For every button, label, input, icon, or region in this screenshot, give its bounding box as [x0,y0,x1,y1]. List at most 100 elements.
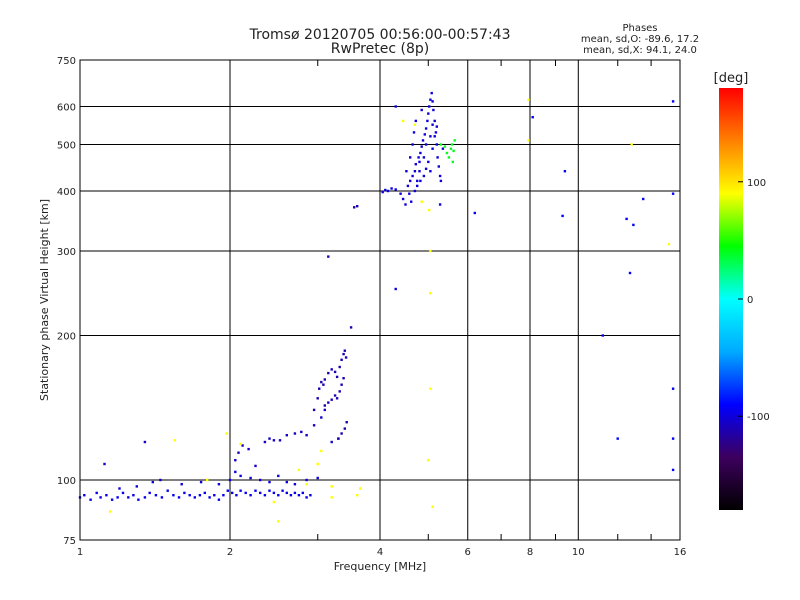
data-point [293,483,297,486]
data-point [320,380,323,384]
data-point [143,440,147,444]
data-point [431,100,434,103]
data-point [399,192,402,195]
data-point [213,494,216,497]
data-point [166,489,169,492]
data-point [323,404,326,407]
x-tick-label: 1 [77,547,83,558]
data-point [342,377,345,380]
data-point [335,375,339,379]
data-point [413,123,417,126]
data-point [297,494,301,497]
x-tick-label: 4 [377,547,383,558]
data-point [254,464,257,468]
data-point [616,437,619,440]
data-point [386,189,390,193]
data-point [411,174,414,178]
data-point [183,491,186,495]
data-point [435,143,438,146]
data-point [177,496,181,499]
data-point [244,491,247,495]
data-point [401,197,405,201]
data-point [239,474,242,478]
data-point [249,476,252,480]
x-axis-label: Frequency [MHz] [334,560,426,573]
data-point [293,491,297,495]
data-point [443,145,447,148]
data-point [278,439,282,442]
data-point [428,105,431,108]
data-point [301,491,304,495]
data-point [428,208,431,212]
data-point [300,430,303,434]
data-point [281,489,284,492]
data-point [263,494,267,497]
data-point [420,108,423,112]
data-point [414,119,417,123]
x-tick-label: 6 [465,547,471,558]
data-point [438,203,442,206]
data-point [309,494,312,497]
data-point [424,143,428,146]
data-point [419,151,422,155]
data-point [148,491,151,495]
data-point [628,271,632,275]
data-point [632,223,635,227]
data-point [450,143,454,146]
data-point [671,387,675,390]
data-point [671,437,675,440]
data-point [320,416,323,419]
x-tick-label: 16 [674,547,687,558]
y-tick-label: 75 [63,536,76,547]
data-point [449,147,453,150]
y-tick-label: 300 [57,247,76,258]
data-point [394,188,397,191]
data-point [225,432,228,435]
data-point [417,156,420,159]
data-point [222,494,225,497]
data-point [241,444,244,447]
data-point [305,434,308,437]
data-point [381,190,384,194]
data-point [343,349,346,352]
data-point [413,170,417,173]
data-point [277,520,280,523]
data-point [237,451,240,454]
data-point [208,496,211,499]
data-point [173,439,176,442]
data-point [154,494,158,497]
data-point [429,135,432,138]
data-point [105,494,108,497]
data-point [420,145,423,148]
data-point [259,491,262,495]
data-point [137,498,140,501]
data-point [272,491,276,495]
data-point [277,494,280,497]
data-point [316,462,319,466]
data-point [259,478,262,482]
data-point [323,408,326,412]
data-point [217,483,221,486]
data-point [333,394,337,397]
y-tick-label: 500 [57,141,76,152]
data-point [289,494,293,497]
grid [80,60,680,540]
data-point [404,203,407,206]
data-point [527,139,530,142]
colorbar-tick-label: -100 [747,412,770,423]
data-point [254,489,257,492]
data-point [330,440,333,444]
data-point [226,489,229,492]
data-point [432,108,435,112]
data-point [411,143,414,146]
data-point [312,424,316,427]
data-point [116,496,119,499]
data-point [285,434,288,437]
data-point [188,494,191,497]
data-point [172,494,175,497]
phases-stats-o: mean, sd,O: -89.6, 17.2 [580,34,700,45]
data-point [343,427,346,430]
data-point [409,179,412,183]
data-point [206,478,209,482]
data-point [561,214,564,218]
